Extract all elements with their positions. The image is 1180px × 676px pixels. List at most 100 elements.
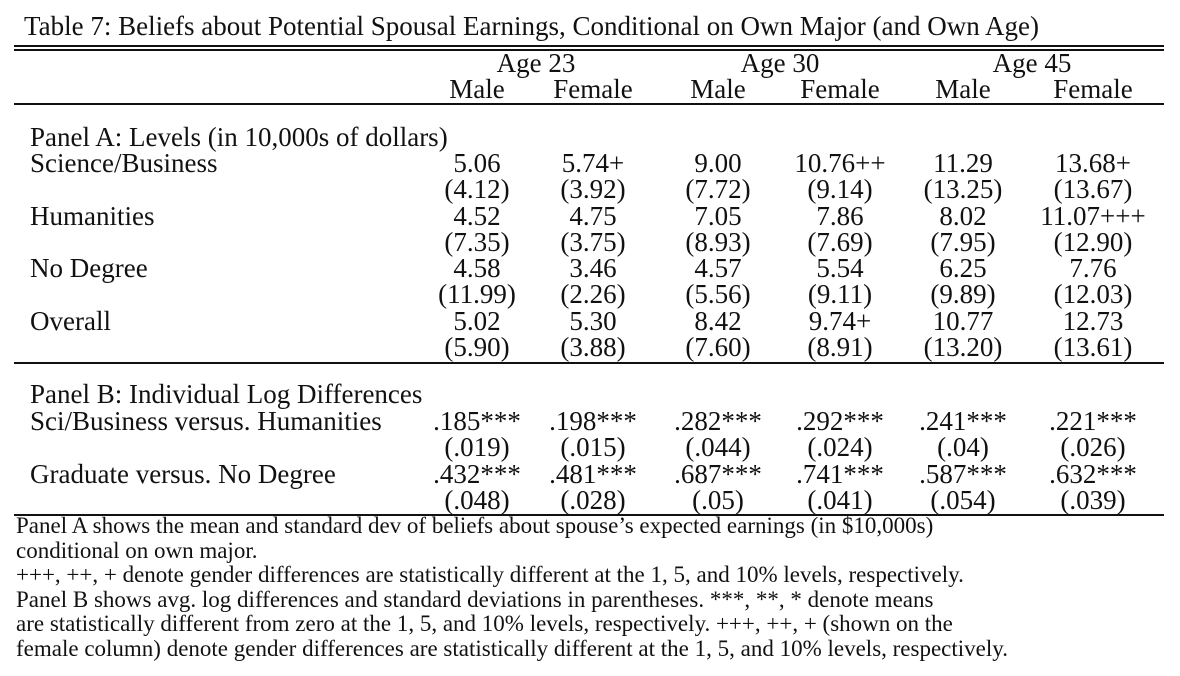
row-label: Graduate versus. No Degree	[30, 458, 336, 489]
std-error-cell: (7.35)	[444, 226, 510, 257]
value-cell: 6.25	[939, 253, 987, 283]
std-error-cell: (3.92)	[560, 174, 626, 204]
value-cell: .292***	[796, 406, 884, 436]
std-error-cell: (.041)	[807, 484, 873, 515]
row-label: Overall	[30, 305, 111, 336]
gender-column-header: Male	[935, 74, 991, 104]
value-cell: .741***	[796, 458, 884, 489]
note-line: are statistically different from zero at…	[16, 611, 953, 637]
value-cell: 4.57	[694, 253, 742, 283]
value-cell: 7.76	[1069, 253, 1117, 283]
std-error-cell: (.044)	[685, 432, 751, 462]
value-cell: .632***	[1049, 458, 1137, 489]
gender-column-header: Female	[553, 74, 633, 104]
std-error-cell: (8.91)	[807, 331, 873, 362]
value-cell: 11.07+++	[1040, 200, 1146, 231]
value-cell: 9.74+	[808, 305, 872, 336]
std-error-cell: (.019)	[444, 432, 510, 462]
value-cell: 10.77	[932, 305, 994, 336]
value-cell: 9.00	[694, 148, 742, 178]
row-label: Humanities	[30, 200, 155, 231]
std-error-cell: (.05)	[692, 484, 744, 515]
note-line: female column) denote gender differences…	[16, 635, 1009, 661]
value-cell: .432***	[433, 458, 521, 489]
value-cell: 5.02	[453, 305, 501, 336]
std-error-cell: (13.61)	[1053, 331, 1133, 362]
value-cell: 5.54	[816, 253, 864, 283]
std-error-cell: (.024)	[807, 432, 873, 462]
std-error-cell: (8.93)	[685, 226, 751, 257]
value-cell: 5.30	[569, 305, 617, 336]
value-cell: .221***	[1049, 406, 1137, 436]
std-error-cell: (9.14)	[807, 174, 873, 204]
value-cell: .241***	[919, 406, 1007, 436]
value-cell: 12.73	[1062, 305, 1124, 336]
top-double-rule-1	[14, 45, 1164, 47]
top-double-rule-2	[14, 49, 1164, 51]
value-cell: 4.75	[569, 200, 617, 231]
std-error-cell: (13.67)	[1053, 174, 1133, 204]
value-cell: .587***	[919, 458, 1007, 489]
gender-column-header: Female	[800, 74, 880, 104]
value-cell: 8.02	[939, 200, 987, 231]
value-cell: .282***	[674, 406, 762, 436]
note-line: +++, ++, + denote gender differences are…	[16, 562, 964, 588]
std-error-cell: (7.60)	[685, 331, 751, 362]
std-error-cell: (9.11)	[807, 279, 873, 309]
value-cell: .198***	[549, 406, 637, 436]
value-cell: 8.42	[694, 305, 742, 336]
value-cell: 4.58	[453, 253, 501, 283]
value-cell: 3.46	[569, 253, 617, 283]
gender-column-header: Female	[1053, 74, 1133, 104]
value-cell: 4.52	[453, 200, 501, 231]
std-error-cell: (3.75)	[560, 226, 626, 257]
std-error-cell: (.026)	[1060, 432, 1126, 462]
value-cell: 5.74+	[561, 148, 625, 178]
std-error-cell: (7.69)	[807, 226, 873, 257]
value-cell: .185***	[433, 406, 521, 436]
note-line: conditional on own major.	[16, 537, 258, 563]
std-error-cell: (12.03)	[1053, 279, 1133, 309]
std-error-cell: (5.56)	[685, 279, 751, 309]
value-cell: 11.29	[933, 148, 993, 178]
std-error-cell: (.039)	[1060, 484, 1126, 515]
value-cell: 10.76++	[794, 148, 886, 178]
age-group-header: Age 45	[992, 48, 1072, 78]
gender-column-header: Male	[690, 74, 746, 104]
panel-title: Panel A: Levels (in 10,000s of dollars)	[30, 122, 448, 152]
row-label: Sci/Business versus. Humanities	[30, 406, 382, 436]
panel-separator-rule	[14, 362, 1164, 364]
row-label: Science/Business	[30, 148, 218, 178]
age-group-header: Age 23	[496, 48, 576, 78]
header-rule	[14, 103, 1164, 105]
std-error-cell: (.04)	[937, 432, 989, 462]
std-error-cell: (7.95)	[930, 226, 996, 257]
std-error-cell: (.048)	[444, 484, 510, 515]
std-error-cell: (3.88)	[560, 331, 626, 362]
std-error-cell: (11.99)	[438, 279, 516, 309]
note-line: Panel B shows avg. log differences and s…	[16, 586, 934, 612]
std-error-cell: (13.20)	[923, 331, 1003, 362]
value-cell: .481***	[549, 458, 637, 489]
std-error-cell: (13.25)	[923, 174, 1003, 204]
std-error-cell: (12.90)	[1053, 226, 1133, 257]
std-error-cell: (7.72)	[685, 174, 751, 204]
value-cell: 7.86	[816, 200, 864, 231]
bottom-rule	[14, 514, 1164, 516]
std-error-cell: (.015)	[560, 432, 626, 462]
note-line: Panel A shows the mean and standard dev …	[16, 513, 934, 538]
gender-column-header: Male	[449, 74, 505, 104]
value-cell: 7.05	[694, 200, 742, 231]
table-notes: Panel A shows the mean and standard dev …	[16, 513, 1009, 662]
std-error-cell: (.054)	[930, 484, 996, 515]
panel-title: Panel B: Individual Log Differences	[30, 379, 423, 409]
table-caption: Table 7: Beliefs about Potential Spousal…	[24, 11, 1039, 41]
std-error-cell: (.028)	[560, 484, 626, 515]
age-group-header: Age 30	[740, 48, 820, 78]
std-error-cell: (4.12)	[444, 174, 510, 204]
value-cell: .687***	[674, 458, 762, 489]
std-error-cell: (2.26)	[560, 279, 626, 309]
std-error-cell: (9.89)	[930, 279, 996, 309]
value-cell: 5.06	[453, 148, 501, 178]
row-label: No Degree	[30, 253, 148, 283]
